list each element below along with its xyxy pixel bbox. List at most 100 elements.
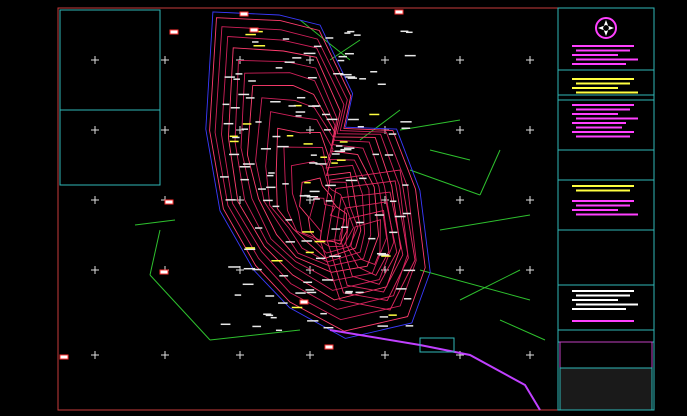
spot-level	[223, 122, 234, 125]
spot-level	[402, 212, 411, 215]
cross	[526, 196, 534, 204]
spot-level	[282, 38, 290, 40]
spot-level	[258, 188, 266, 190]
spot-level	[388, 133, 397, 135]
spot-level	[325, 200, 333, 202]
spot-level	[303, 52, 316, 55]
spot-level	[243, 267, 256, 270]
cross	[306, 351, 314, 359]
text-line	[576, 82, 630, 85]
spot-level	[265, 314, 274, 317]
spot-level	[263, 199, 273, 202]
title-block	[557, 7, 655, 411]
contour	[255, 97, 372, 267]
cross	[456, 126, 464, 134]
marker	[159, 269, 169, 275]
spot-level	[242, 123, 252, 125]
spot-level	[304, 181, 311, 184]
cross	[91, 56, 99, 64]
spot-level	[288, 105, 296, 107]
spot-level	[394, 215, 406, 218]
cross	[381, 196, 389, 204]
spot-level	[377, 83, 386, 86]
note-box	[419, 337, 455, 353]
contours	[205, 11, 541, 411]
left-panels	[59, 9, 161, 186]
spot-level	[323, 326, 334, 329]
spot-level	[272, 205, 280, 208]
spot-level	[224, 76, 235, 78]
spot-level	[406, 31, 413, 34]
spot-level	[229, 135, 238, 138]
spot-level	[377, 325, 389, 327]
spot-level	[335, 145, 343, 147]
line	[209, 329, 301, 341]
spot-level	[337, 59, 345, 62]
contour	[265, 111, 366, 263]
cross	[456, 196, 464, 204]
cross	[161, 351, 169, 359]
text-line	[572, 185, 634, 187]
spot-level	[275, 329, 283, 332]
road	[329, 329, 541, 411]
text-line	[576, 135, 630, 138]
spot-level	[333, 73, 344, 75]
contour	[290, 161, 354, 248]
spot-level	[336, 159, 346, 161]
spot-level	[372, 153, 380, 156]
spot-level	[272, 135, 281, 138]
text-line	[572, 290, 634, 292]
cross	[161, 56, 169, 64]
text-line	[572, 299, 618, 301]
spot-level	[339, 141, 348, 143]
cross	[526, 56, 534, 64]
cross	[236, 351, 244, 359]
spot-level	[309, 162, 318, 164]
cross	[526, 351, 534, 359]
text-line	[572, 104, 634, 106]
spot-level	[278, 302, 288, 304]
spot-level	[245, 247, 255, 249]
spot-level	[389, 200, 397, 203]
spot-level	[270, 316, 277, 319]
spot-level	[235, 73, 243, 75]
spot-level	[232, 136, 240, 139]
spot-level	[268, 172, 275, 174]
spot-level	[229, 153, 240, 156]
spot-level	[344, 32, 351, 34]
spot-level	[279, 275, 289, 277]
spot-level	[303, 281, 313, 284]
contour	[275, 127, 362, 259]
line	[439, 214, 531, 231]
spot-level	[323, 129, 331, 131]
spot-labels	[59, 9, 416, 360]
spot-level	[368, 237, 376, 240]
spot-level	[233, 78, 240, 80]
spot-level	[331, 162, 338, 164]
cross	[381, 56, 389, 64]
spot-level	[306, 291, 317, 294]
logo-ring	[595, 17, 617, 39]
contour	[309, 197, 346, 243]
text-line	[576, 58, 638, 61]
spot-level	[370, 70, 378, 73]
line	[419, 269, 531, 301]
spot-level	[338, 55, 347, 58]
spot-level	[331, 153, 340, 155]
marker	[164, 199, 174, 205]
spot-level	[225, 199, 236, 201]
marker	[299, 299, 309, 305]
spot-level	[388, 314, 397, 316]
cross	[91, 196, 99, 204]
spot-level	[405, 325, 414, 327]
marker	[394, 9, 404, 15]
spot-level	[230, 107, 240, 109]
spot-level	[242, 163, 255, 165]
line	[499, 319, 546, 341]
spot-level	[341, 226, 349, 228]
spot-level	[347, 30, 355, 33]
spot-level	[334, 150, 346, 153]
text-line	[572, 45, 634, 47]
text-line	[576, 126, 622, 129]
